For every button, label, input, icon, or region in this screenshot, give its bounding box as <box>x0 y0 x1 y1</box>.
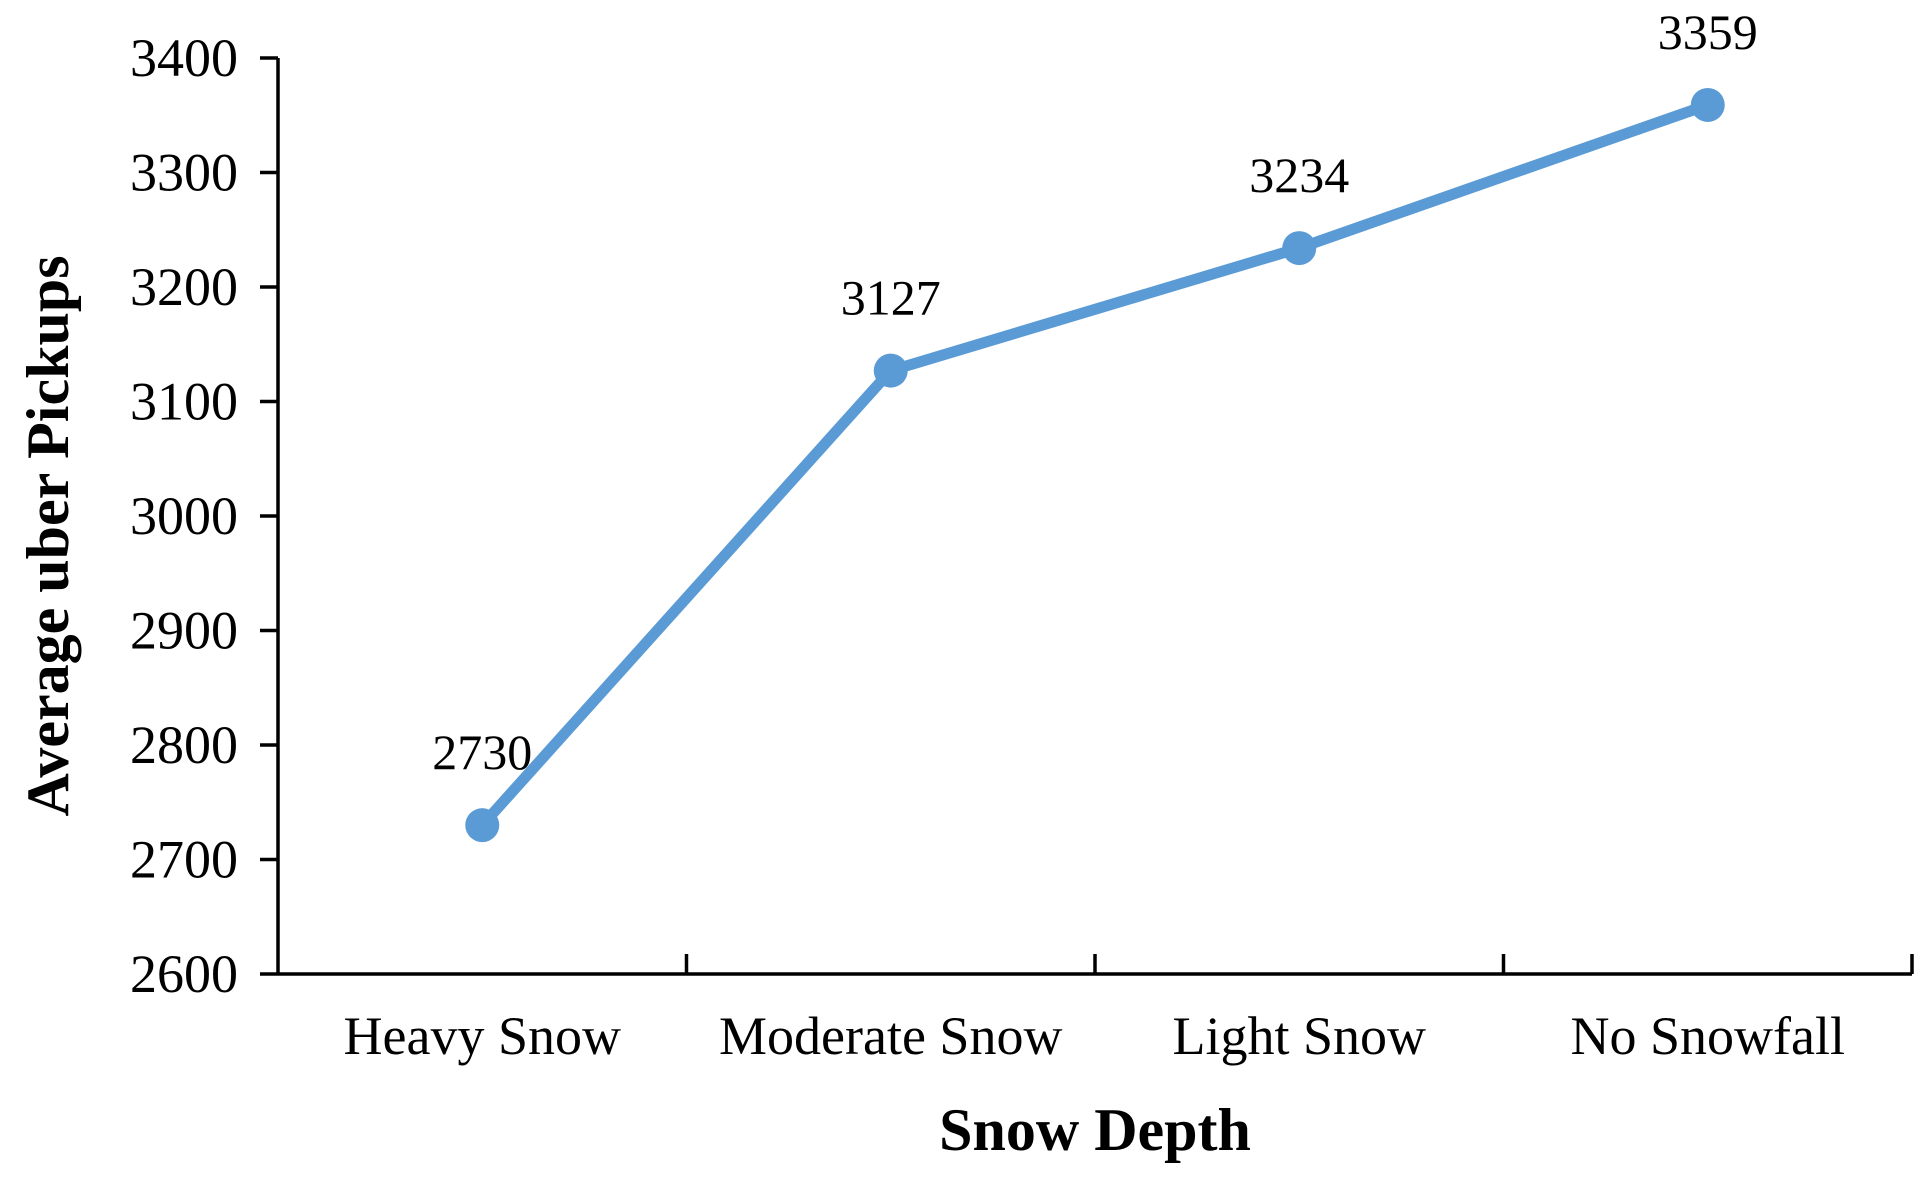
y-tick-label: 3400 <box>130 28 238 88</box>
x-tick-label: Light Snow <box>1172 1006 1426 1066</box>
data-label: 3359 <box>1658 4 1758 60</box>
y-tick-label: 3100 <box>130 372 238 432</box>
y-axis-ticks: 2600 2700 2800 2900 3000 3100 3200 3300 3400 <box>130 28 278 1004</box>
data-point <box>873 353 908 388</box>
x-tick-label: Heavy Snow <box>344 1006 621 1066</box>
y-tick-label: 2600 <box>130 944 238 1004</box>
y-tick-label: 3000 <box>130 486 238 546</box>
data-point <box>1690 87 1725 122</box>
data-labels: 2730 3127 3234 3359 <box>432 4 1758 780</box>
data-label: 3127 <box>841 270 941 326</box>
series-layer <box>465 87 1725 843</box>
y-tick-label: 2900 <box>130 601 238 661</box>
data-label: 2730 <box>432 724 532 780</box>
data-label: 3234 <box>1249 147 1349 203</box>
x-axis-title: Snow Depth <box>939 1097 1251 1163</box>
data-point <box>1282 231 1317 266</box>
x-tick-label: No Snowfall <box>1571 1006 1845 1066</box>
series-line <box>476 99 1714 831</box>
x-axis-ticks: Heavy Snow Moderate Snow Light Snow No Snow… <box>344 954 1914 1066</box>
y-tick-label: 3300 <box>130 143 238 203</box>
y-tick-label: 2800 <box>130 715 238 775</box>
y-axis-title: Average uber Pickups <box>15 255 81 816</box>
x-tick-label: Moderate Snow <box>719 1006 1062 1066</box>
y-tick-label: 3200 <box>130 257 238 317</box>
data-point <box>465 808 500 843</box>
y-tick-label: 2700 <box>130 830 238 890</box>
